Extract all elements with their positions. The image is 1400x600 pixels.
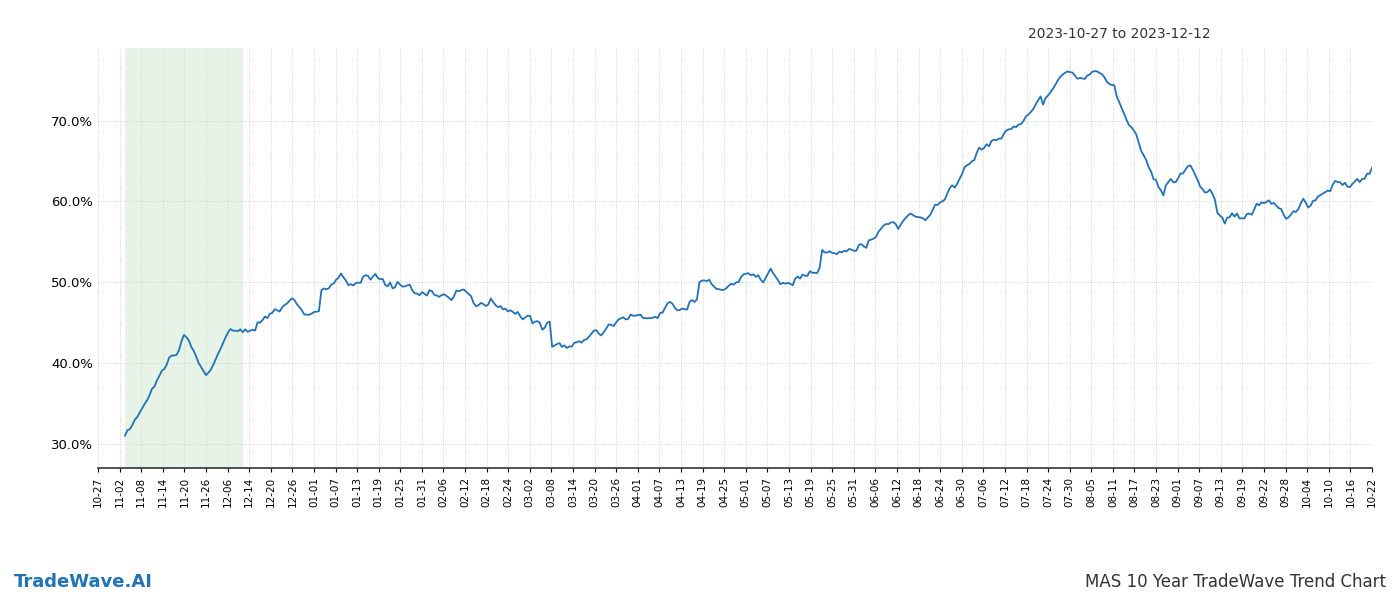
Bar [125, 48, 242, 468]
Text: MAS 10 Year TradeWave Trend Chart: MAS 10 Year TradeWave Trend Chart [1085, 573, 1386, 591]
Text: 2023-10-27 to 2023-12-12: 2023-10-27 to 2023-12-12 [1029, 27, 1211, 41]
Text: TradeWave.AI: TradeWave.AI [14, 573, 153, 591]
